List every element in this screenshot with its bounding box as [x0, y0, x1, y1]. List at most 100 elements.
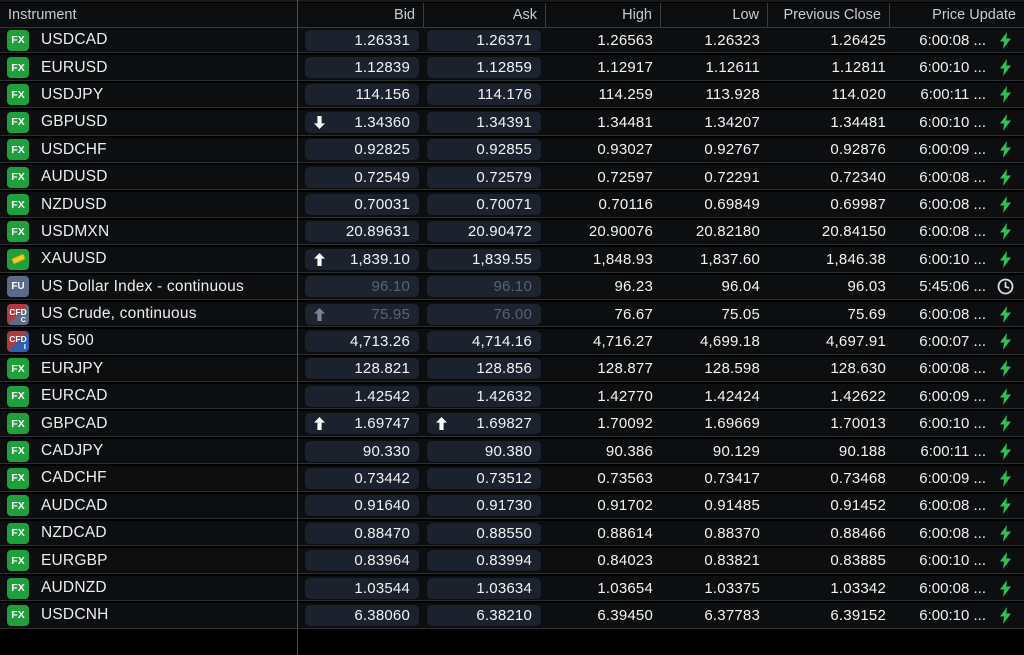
table-row[interactable]: FX USDCNH 6.38060 6.38210 6.39450 6.3778…: [0, 603, 1024, 629]
low-cell: 0.88370: [661, 521, 768, 545]
instrument-name: NZDCAD: [41, 524, 107, 542]
table-row[interactable]: FX AUDCAD 0.91640 0.91730 0.91702 0.9148…: [0, 493, 1024, 520]
ask-button[interactable]: 114.176: [427, 84, 541, 106]
bid-value: 114.156: [355, 86, 410, 104]
ask-button[interactable]: 6.38210: [427, 604, 541, 626]
bid-button[interactable]: 1.03544: [305, 577, 419, 599]
bid-button[interactable]: 0.91640: [305, 495, 419, 517]
bid-cell: 0.83964: [297, 548, 424, 572]
bid-button[interactable]: 6.38060: [305, 604, 419, 626]
ask-button[interactable]: 0.72579: [427, 166, 541, 188]
bid-value: 75.95: [371, 305, 410, 323]
bid-cell: 0.72549: [297, 165, 424, 189]
table-row[interactable]: FX EURJPY 128.821 128.856 128.877 128.59…: [0, 356, 1024, 383]
instrument-name: EURCAD: [41, 387, 108, 405]
high-cell: 0.70116: [546, 192, 661, 216]
column-header-high[interactable]: High: [546, 3, 661, 27]
bid-button[interactable]: 20.89631: [305, 221, 419, 243]
price-update-cell: 6:00:08 ...: [890, 165, 1024, 189]
bid-cell: 75.95: [297, 302, 424, 326]
table-row[interactable]: FX USDJPY 114.156 114.176 114.259 113.92…: [0, 82, 1024, 109]
column-header-ask[interactable]: Ask: [424, 3, 546, 27]
fx-icon: FX: [7, 29, 29, 51]
ask-button[interactable]: 96.10: [427, 276, 541, 298]
table-row[interactable]: FX AUDUSD 0.72549 0.72579 0.72597 0.7229…: [0, 164, 1024, 191]
low-value: 1.69669: [704, 415, 760, 433]
column-header-previous-close[interactable]: Previous Close: [768, 3, 890, 27]
ask-button[interactable]: 1.12859: [427, 57, 541, 79]
table-row[interactable]: FX EURGBP 0.83964 0.83994 0.84023 0.8382…: [0, 548, 1024, 574]
instrument-name: USDCHF: [41, 140, 107, 158]
ask-button[interactable]: 1.42632: [427, 385, 541, 407]
bid-button[interactable]: 0.72549: [305, 166, 419, 188]
ask-button[interactable]: 0.92855: [427, 139, 541, 161]
lightning-icon: [986, 223, 1024, 241]
table-row[interactable]: FX NZDCAD 0.88470 0.88550 0.88614 0.8837…: [0, 521, 1024, 547]
high-value: 0.73563: [597, 469, 653, 487]
previous-close-value: 90.188: [838, 442, 886, 460]
bid-button[interactable]: 75.95: [305, 303, 419, 325]
bid-button[interactable]: 0.92825: [305, 139, 419, 161]
bid-button[interactable]: 90.330: [305, 440, 419, 462]
ask-button[interactable]: 0.91730: [427, 495, 541, 517]
bid-button[interactable]: 96.10: [305, 276, 419, 298]
ask-button[interactable]: 0.83994: [427, 550, 541, 572]
bid-button[interactable]: 0.73442: [305, 467, 419, 489]
previous-close-value: 1.42622: [830, 387, 886, 405]
table-row[interactable]: FX USDMXN 20.89631 20.90472 20.90076 20.…: [0, 219, 1024, 246]
ask-button[interactable]: 1,839.55: [427, 248, 541, 270]
ask-button[interactable]: 0.88550: [427, 522, 541, 544]
ask-button[interactable]: 1.34391: [427, 111, 541, 133]
ask-button[interactable]: 1.03634: [427, 577, 541, 599]
bid-button[interactable]: 1.34360: [305, 111, 419, 133]
high-value: 114.259: [598, 86, 653, 104]
ask-button[interactable]: 76.00: [427, 303, 541, 325]
ask-button[interactable]: 4,714.16: [427, 330, 541, 352]
instrument-name: US 500: [41, 332, 94, 350]
table-row[interactable]: FX EURCAD 1.42542 1.42632 1.42770 1.4242…: [0, 384, 1024, 410]
ask-button[interactable]: 1.26371: [427, 29, 541, 51]
ask-button[interactable]: 90.380: [427, 440, 541, 462]
table-row[interactable]: XAUUSD 1,839.10 1,839.55 1,848.93 1,837.…: [0, 247, 1024, 273]
bid-button[interactable]: 0.88470: [305, 522, 419, 544]
bid-button[interactable]: 0.70031: [305, 194, 419, 216]
column-header-low[interactable]: Low: [661, 3, 768, 27]
previous-close-cell: 1.26425: [768, 28, 890, 52]
bid-button[interactable]: 1.12839: [305, 57, 419, 79]
ask-button[interactable]: 0.70071: [427, 194, 541, 216]
table-row[interactable]: FX GBPUSD 1.34360 1.34391 1.34481 1.3420…: [0, 110, 1024, 136]
bid-value: 1.12839: [354, 59, 410, 77]
bid-button[interactable]: 4,713.26: [305, 330, 419, 352]
table-row[interactable]: FX EURUSD 1.12839 1.12859 1.12917 1.1261…: [0, 55, 1024, 81]
table-row[interactable]: FX CADCHF 0.73442 0.73512 0.73563 0.7341…: [0, 466, 1024, 492]
table-row[interactable]: CFD I US 500 4,713.26 4,714.16 4,716.27 4…: [0, 329, 1024, 355]
ask-value: 90.380: [484, 442, 532, 460]
bid-button[interactable]: 1.42542: [305, 385, 419, 407]
table-row[interactable]: FX CADJPY 90.330 90.380 90.386 90.129 90…: [0, 438, 1024, 465]
bid-button[interactable]: 1.26331: [305, 29, 419, 51]
price-update-cell: 6:00:11 ...: [890, 83, 1024, 107]
table-row[interactable]: FX AUDNZD 1.03544 1.03634 1.03654 1.0337…: [0, 575, 1024, 602]
column-header-instrument[interactable]: Instrument: [8, 7, 77, 23]
table-row[interactable]: CFD C US Crude, continuous 75.95 76.00 76…: [0, 301, 1024, 328]
bid-button[interactable]: 1,839.10: [305, 248, 419, 270]
lightning-icon: [986, 59, 1024, 77]
bid-button[interactable]: 1.69747: [305, 413, 419, 435]
bid-button[interactable]: 0.83964: [305, 550, 419, 572]
bid-button[interactable]: 114.156: [305, 84, 419, 106]
ask-button[interactable]: 128.856: [427, 358, 541, 380]
table-row[interactable]: FX USDCHF 0.92825 0.92855 0.93027 0.9276…: [0, 137, 1024, 163]
table-row[interactable]: FX GBPCAD 1.69747 1.69827 1.70092 1.6966…: [0, 411, 1024, 437]
table-row[interactable]: FU US Dollar Index - continuous 96.10 96…: [0, 274, 1024, 300]
bid-value: 0.92825: [354, 141, 410, 159]
table-row[interactable]: FX USDCAD 1.26331 1.26371 1.26563 1.2632…: [0, 28, 1024, 54]
bid-value: 0.70031: [354, 196, 410, 214]
ask-button[interactable]: 1.69827: [427, 413, 541, 435]
column-header-bid[interactable]: Bid: [297, 3, 424, 27]
ask-button[interactable]: 20.90472: [427, 221, 541, 243]
table-row[interactable]: FX NZDUSD 0.70031 0.70071 0.70116 0.6984…: [0, 192, 1024, 218]
column-header-price-update[interactable]: Price Update: [932, 7, 1016, 23]
bid-button[interactable]: 128.821: [305, 358, 419, 380]
price-update-cell: 6:00:10 ...: [890, 55, 1024, 79]
ask-button[interactable]: 0.73512: [427, 467, 541, 489]
